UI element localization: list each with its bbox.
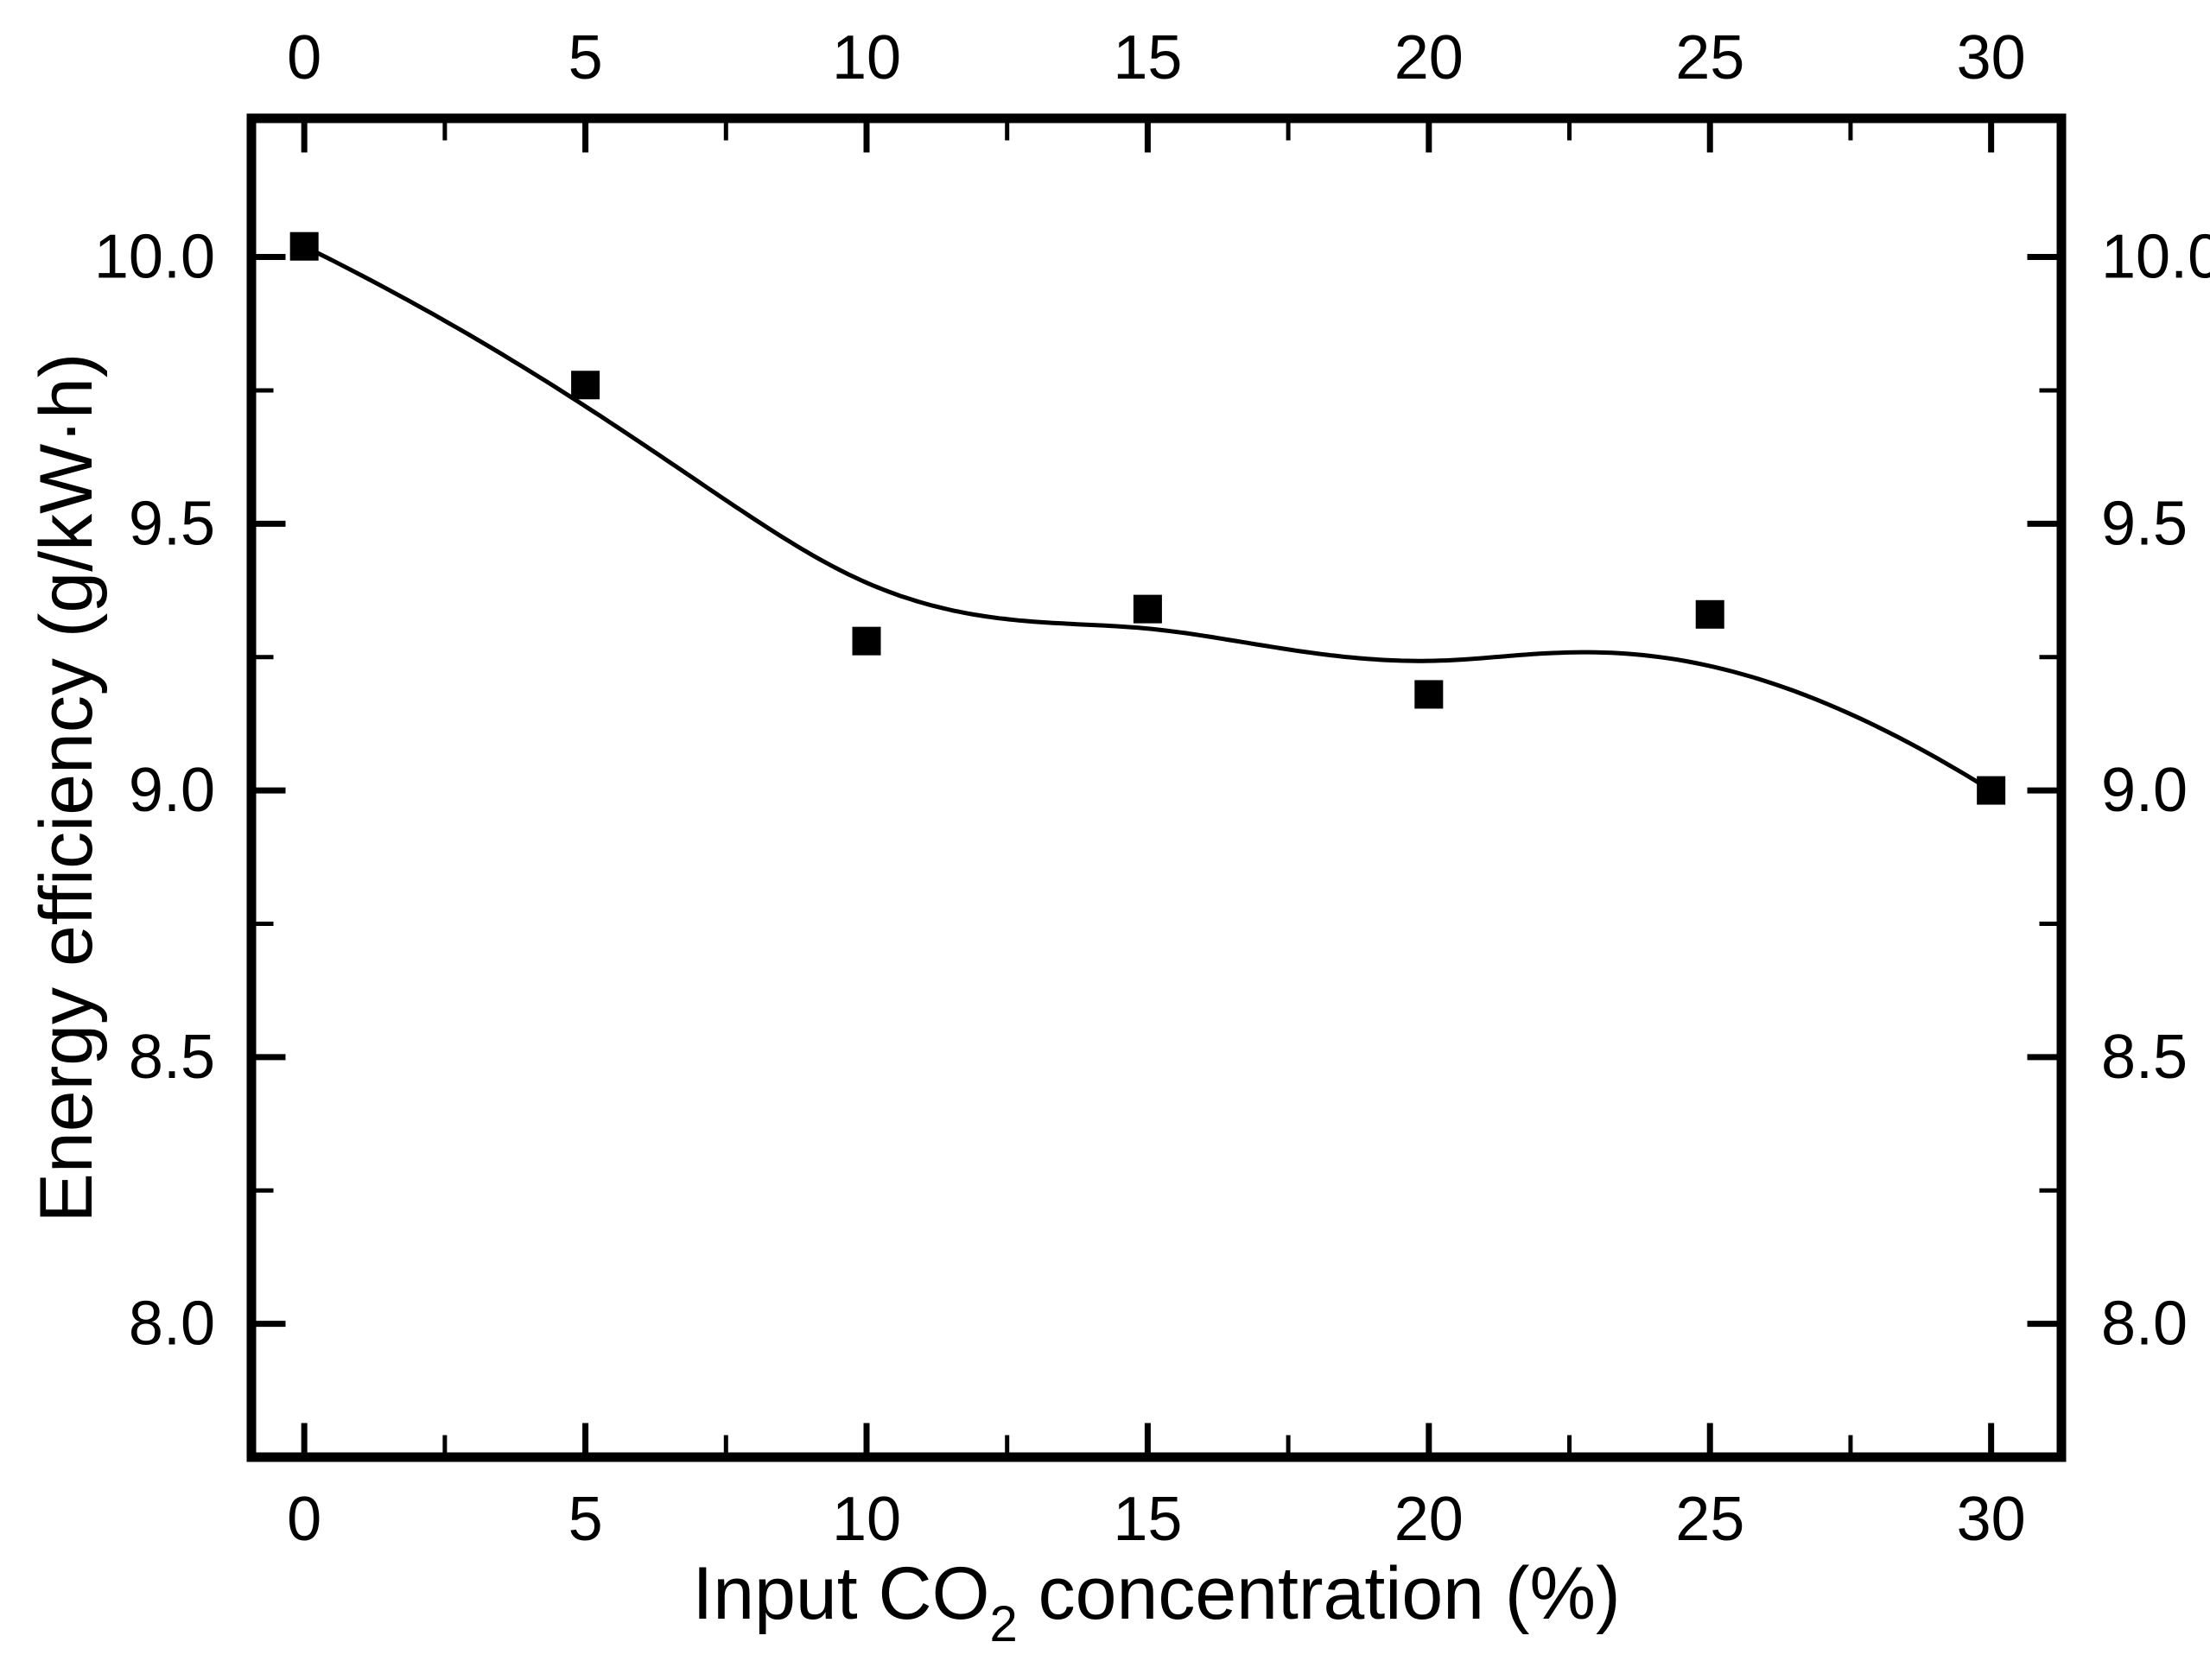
data-point-marker: [1133, 594, 1162, 624]
x-tick-label-top: 20: [1394, 23, 1464, 92]
x-tick-label-bottom: 20: [1394, 1485, 1464, 1554]
data-point-marker: [571, 371, 600, 400]
y-tick-label-right: 8.0: [2101, 1290, 2188, 1359]
y-tick-label-left: 8.0: [129, 1290, 215, 1359]
plot-frame: [246, 113, 2067, 1462]
data-point-marker: [852, 626, 881, 656]
x-tick-label-top: 30: [1957, 23, 2026, 92]
y-tick-label-left: 8.5: [129, 1023, 215, 1092]
x-tick-label-top: 0: [287, 23, 321, 92]
x-tick-label-bottom: 5: [568, 1485, 603, 1554]
x-axis-title-text: Input CO: [692, 1552, 990, 1635]
x-axis-title-suffix: concentration (%): [1017, 1552, 1621, 1635]
x-tick-label-bottom: 30: [1957, 1485, 2026, 1554]
x-tick-label-top: 5: [568, 23, 603, 92]
y-tick-label-left: 10.0: [94, 223, 215, 292]
x-tick-label-bottom: 10: [832, 1485, 901, 1554]
y-axis-title: Energy efficiency (g/kW·h): [25, 352, 108, 1223]
x-tick-label-bottom: 15: [1113, 1485, 1182, 1554]
x-tick-label-top: 25: [1675, 23, 1744, 92]
y-tick-label-left: 9.0: [129, 756, 215, 825]
x-axis-title-subscript: 2: [989, 1596, 1018, 1652]
y-tick-label-right: 10.0: [2101, 223, 2210, 292]
x-tick-label-bottom: 0: [287, 1485, 321, 1554]
x-axis-title: Input CO2 concentration (%): [251, 1551, 2061, 1652]
x-tick-label-bottom: 25: [1675, 1485, 1744, 1554]
series-smooth-line: [303, 244, 1992, 793]
data-point-marker: [1414, 680, 1444, 709]
y-tick-label-right: 8.5: [2101, 1023, 2188, 1092]
x-tick-label-top: 10: [832, 23, 901, 92]
y-tick-label-left: 9.5: [129, 489, 215, 558]
y-tick-label-right: 9.5: [2101, 489, 2188, 558]
data-point-marker: [289, 231, 319, 261]
x-tick-label-top: 15: [1113, 23, 1182, 92]
data-point-marker: [1977, 776, 2006, 805]
data-point-marker: [1695, 599, 1724, 629]
y-tick-label-right: 9.0: [2101, 756, 2188, 825]
